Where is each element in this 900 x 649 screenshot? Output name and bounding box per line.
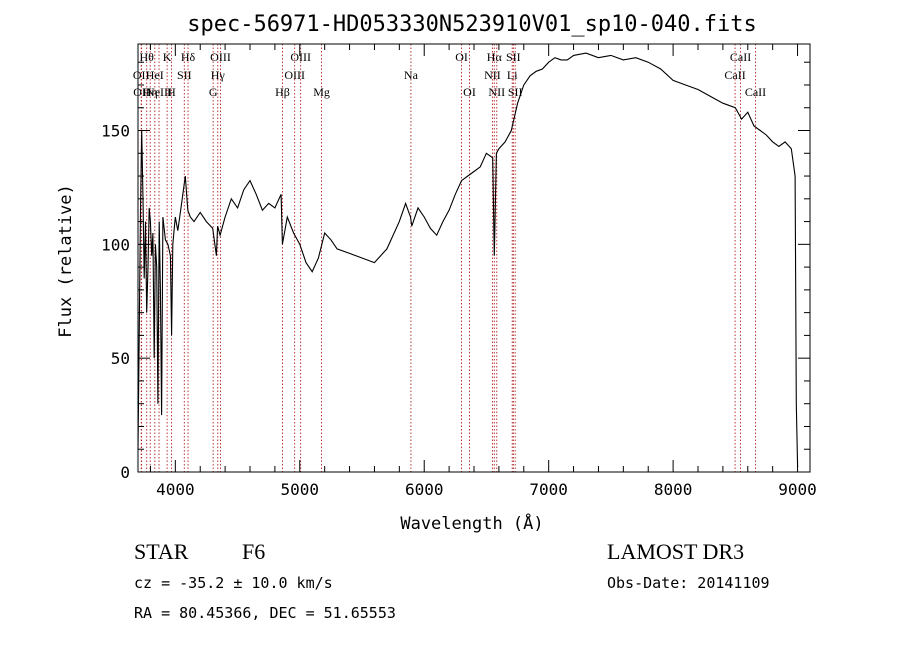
line-marker-label: OIII — [284, 68, 305, 82]
x-axis-label: Wavelength (Å) — [400, 512, 543, 534]
y-axis-label: Flux (relative) — [56, 184, 76, 338]
line-marker-label: NII — [484, 68, 501, 82]
line-marker-label: SII — [506, 50, 521, 64]
line-markers — [140, 44, 756, 472]
line-marker-label: Hα — [487, 50, 503, 64]
line-marker-label: Hβ — [275, 85, 290, 99]
x-tick-label: 7000 — [529, 480, 568, 499]
line-marker-label: G — [209, 85, 218, 99]
axis-ticks — [138, 44, 810, 473]
x-tick-label: 6000 — [405, 480, 444, 499]
line-marker-label: CaII — [730, 50, 751, 64]
line-marker-label: OI — [463, 85, 476, 99]
line-marker-label: H — [167, 85, 176, 99]
line-marker-label: OII — [133, 68, 150, 82]
x-tick-label: 9000 — [778, 480, 817, 499]
survey-name: LAMOST DR3 — [607, 539, 745, 564]
line-marker-label: OII — [133, 85, 150, 99]
line-marker-label: Na — [404, 68, 419, 82]
line-marker-label: OIII — [290, 50, 311, 64]
line-marker-label: K — [163, 50, 172, 64]
y-tick-label: 0 — [120, 463, 130, 482]
line-marker-label: OIII — [210, 50, 231, 64]
line-marker-label: CaII — [745, 85, 766, 99]
line-marker-label: SII — [508, 85, 523, 99]
x-tick-label: 8000 — [654, 480, 693, 499]
line-marker-label: Li — [507, 68, 518, 82]
line-marker-label: Hδ — [181, 50, 196, 64]
y-tick-label: 50 — [111, 349, 130, 368]
line-marker-label: Hη — [143, 85, 158, 99]
line-marker-label: OI — [455, 50, 468, 64]
y-tick-label: 150 — [101, 122, 130, 141]
line-marker-label: NII — [488, 85, 505, 99]
spectrum-line — [137, 52, 799, 468]
line-marker-label: CaII — [724, 68, 745, 82]
object-subclass: F6 — [242, 539, 266, 564]
line-marker-label: HeI — [146, 68, 164, 82]
line-marker-label: Hθ — [140, 50, 155, 64]
plot-frame — [137, 43, 811, 473]
tick-labels: 4000 5000 6000 7000 8000 9000 0 50 100 150 — [101, 122, 817, 499]
x-tick-label: 5000 — [281, 480, 320, 499]
object-class: STAR — [134, 539, 189, 564]
line-marker-label: Mg — [313, 85, 330, 99]
chart-title: spec-56971-HD053330N523910V01_sp10-040.f… — [187, 12, 757, 37]
y-tick-label: 100 — [101, 235, 130, 254]
redshift-readout: cz = -35.2 ± 10.0 km/s — [134, 574, 333, 592]
x-tick-label: 4000 — [156, 480, 195, 499]
observation-date: Obs-Date: 20141109 — [607, 574, 770, 592]
line-marker-label: Hγ — [211, 68, 226, 82]
line-marker-labels: OIIOIIHθHηHeINeIIIKHSIIHδGHγOIIIHβOIIIOI… — [133, 50, 766, 99]
coordinates-readout: RA = 80.45366, DEC = 51.65553 — [134, 604, 396, 622]
line-marker-label: SII — [177, 68, 192, 82]
line-marker-label: NeIII — [146, 85, 172, 99]
